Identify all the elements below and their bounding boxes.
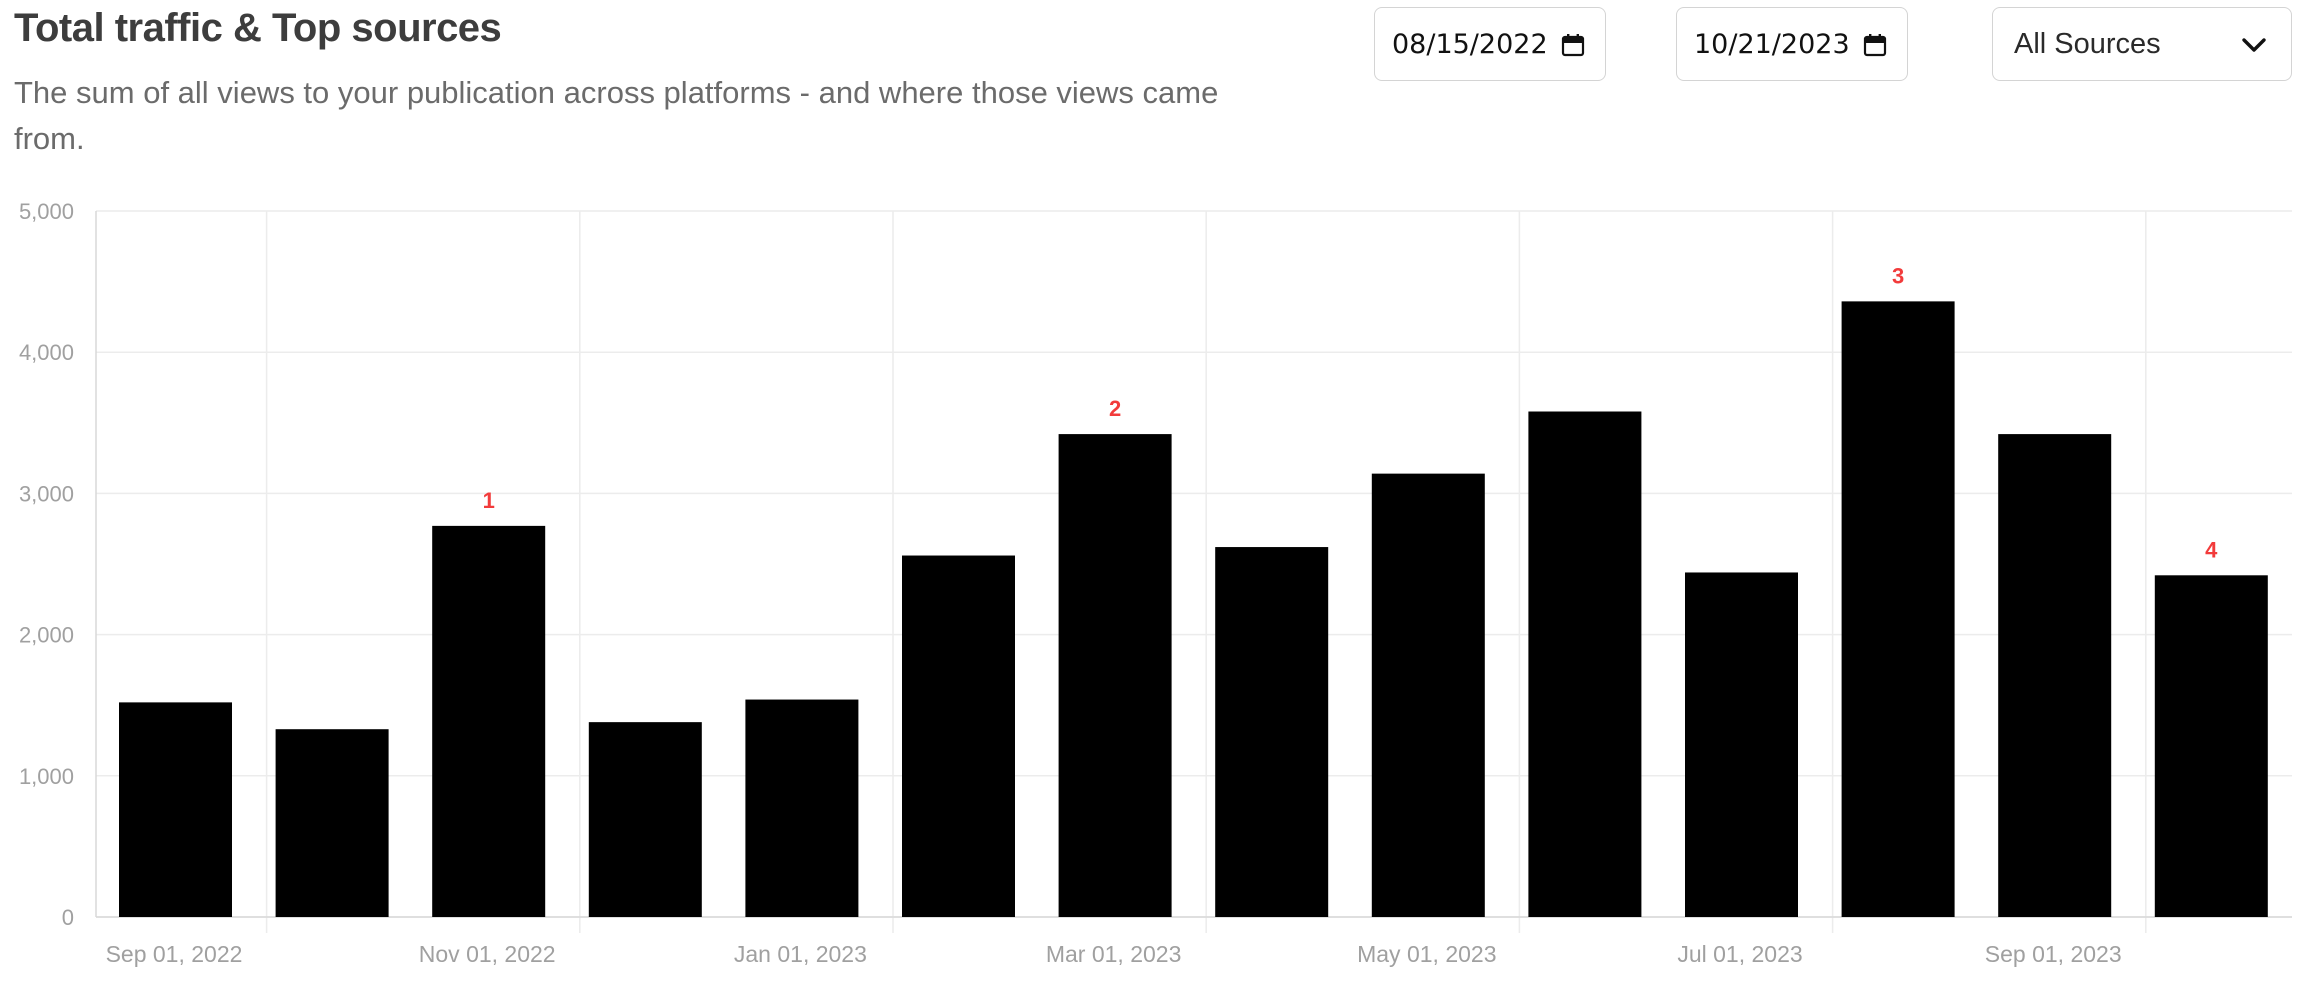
bar-jun-2023[interactable]	[1528, 411, 1642, 917]
chevron-down-icon	[2242, 38, 2266, 52]
start-date-value: 08/15/2022	[1392, 28, 1548, 60]
page-title: Total traffic & Top sources	[14, 6, 502, 50]
bar-may-2023[interactable]	[1371, 473, 1485, 917]
end-date-value: 10/21/2023	[1694, 28, 1850, 60]
y-tick-label: 0	[62, 905, 74, 930]
x-tick-label: Mar 01, 2023	[1046, 941, 1182, 967]
bar-oct-2022[interactable]	[275, 729, 389, 917]
x-tick-label: Jul 01, 2023	[1677, 941, 1802, 967]
x-tick-label: Nov 01, 2022	[419, 941, 556, 967]
chart-header: Total traffic & Top sources The sum of a…	[0, 0, 2302, 180]
calendar-icon[interactable]	[1561, 33, 1585, 57]
bar-aug-2023[interactable]	[1841, 301, 1955, 917]
y-tick-label: 4,000	[19, 340, 74, 365]
y-tick-label: 5,000	[19, 199, 74, 224]
annotation-marker-4[interactable]: 4	[2205, 537, 2218, 562]
y-tick-label: 2,000	[19, 623, 74, 648]
bar-jan-2023[interactable]	[745, 699, 859, 917]
bar-sep-2022[interactable]	[119, 702, 232, 917]
annotation-marker-1[interactable]: 1	[483, 488, 495, 513]
y-tick-label: 3,000	[19, 481, 74, 506]
bar-oct-2023[interactable]	[2154, 575, 2268, 917]
bar-mar-2023[interactable]	[1058, 434, 1172, 917]
chart-svg: 0 1,000 2,000 3,000 4,000 5,000 Sep 01, 2022 No…	[19, 199, 2292, 967]
bar-jul-2023[interactable]	[1685, 572, 1798, 917]
x-tick-label: Sep 01, 2023	[1985, 941, 2122, 967]
source-select[interactable]: All Sources	[1992, 7, 2292, 81]
y-tick-label: 1,000	[19, 764, 74, 789]
annotation-marker-3[interactable]: 3	[1892, 263, 1904, 288]
bar-dec-2022[interactable]	[588, 722, 702, 917]
bar-apr-2023[interactable]	[1215, 547, 1329, 917]
x-tick-label: May 01, 2023	[1357, 941, 1496, 967]
x-tick-label: Jan 01, 2023	[734, 941, 867, 967]
start-date-input[interactable]: 08/15/2022	[1374, 7, 1606, 81]
page-subtitle: The sum of all views to your publication…	[14, 75, 1219, 156]
bar-sep-2023[interactable]	[1998, 434, 2112, 917]
bar-nov-2022[interactable]	[432, 525, 546, 917]
calendar-icon[interactable]	[1863, 33, 1887, 57]
annotation-marker-2[interactable]: 2	[1109, 396, 1121, 421]
traffic-bar-chart: 0 1,000 2,000 3,000 4,000 5,000 Sep 01, 2022 No…	[0, 180, 2302, 978]
source-select-value: All Sources	[2014, 27, 2161, 60]
x-tick-label: Sep 01, 2022	[106, 941, 243, 967]
bar-feb-2023[interactable]	[902, 555, 1015, 917]
end-date-input[interactable]: 10/21/2023	[1676, 7, 1908, 81]
